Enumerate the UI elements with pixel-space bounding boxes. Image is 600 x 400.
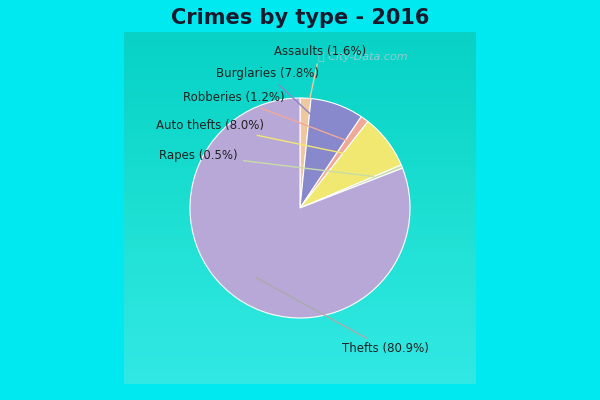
Text: Rapes (0.5%): Rapes (0.5%) xyxy=(160,149,374,176)
Title: Crimes by type - 2016: Crimes by type - 2016 xyxy=(171,8,429,28)
Text: Burglaries (7.8%): Burglaries (7.8%) xyxy=(215,67,326,128)
Text: Robberies (1.2%): Robberies (1.2%) xyxy=(183,92,346,140)
Text: Assaults (1.6%): Assaults (1.6%) xyxy=(274,45,366,123)
Wedge shape xyxy=(300,98,361,208)
Wedge shape xyxy=(300,122,401,208)
Wedge shape xyxy=(300,98,311,208)
Wedge shape xyxy=(190,98,410,318)
Text: ⓘ City-Data.com: ⓘ City-Data.com xyxy=(318,52,408,62)
Wedge shape xyxy=(300,117,368,208)
Text: Auto thefts (8.0%): Auto thefts (8.0%) xyxy=(156,119,363,157)
Wedge shape xyxy=(300,165,403,208)
Text: Thefts (80.9%): Thefts (80.9%) xyxy=(256,278,429,355)
